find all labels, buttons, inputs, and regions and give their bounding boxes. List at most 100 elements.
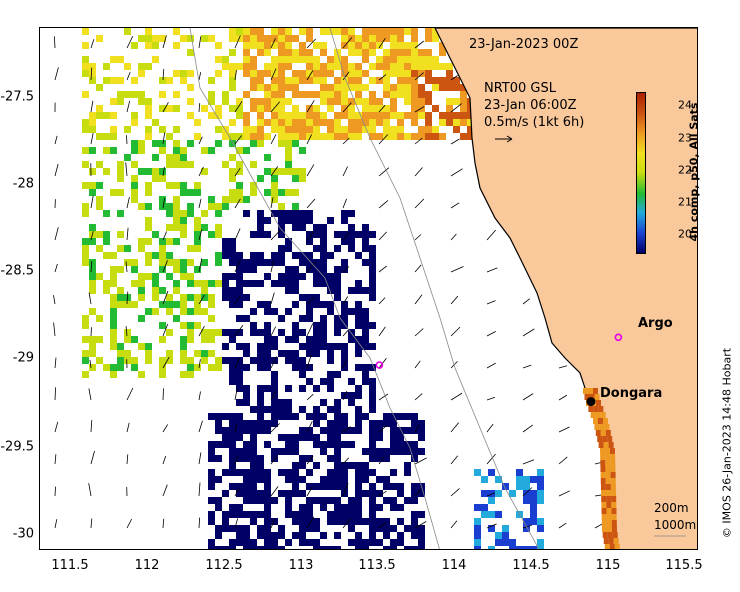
sst-pixel (292, 112, 299, 119)
sst-pixel (355, 112, 362, 119)
sst-pixel (166, 203, 173, 210)
sst-pixel (194, 182, 201, 189)
argo-float-marker[interactable] (614, 333, 623, 342)
sst-pixel (166, 252, 173, 259)
sst-pixel (306, 238, 313, 245)
current-vector (270, 68, 277, 81)
sst-pixel (271, 105, 278, 112)
sst-pixel (243, 126, 250, 133)
sst-pixel (236, 427, 243, 434)
sst-pixel (180, 336, 187, 343)
map-panel[interactable] (39, 27, 698, 550)
sst-pixel (334, 427, 341, 434)
sst-pixel (250, 490, 257, 497)
sst-pixel (404, 112, 411, 119)
sst-pixel (348, 42, 355, 49)
current-vector (450, 295, 459, 305)
sst-pixel (397, 441, 404, 448)
sst-pixel (390, 483, 397, 490)
sst-pixel (236, 469, 243, 476)
sst-pixel (103, 168, 110, 175)
sst-pixel (257, 84, 264, 91)
sst-pixel (166, 238, 173, 245)
current-vector (198, 294, 205, 305)
sst-pixel (285, 266, 292, 273)
sst-pixel (355, 469, 362, 476)
current-vector (126, 36, 134, 49)
sst-pixel (285, 189, 292, 196)
sst-pixel (411, 448, 418, 455)
sst-pixel (257, 301, 264, 308)
sst-pixel (285, 350, 292, 357)
sst-pixel (460, 112, 467, 119)
current-vector (378, 425, 387, 433)
sst-pixel (348, 336, 355, 343)
sst-pixel (327, 70, 334, 77)
sst-pixel (215, 476, 222, 483)
sst-pixel (131, 161, 138, 168)
current-vector (90, 67, 93, 81)
sst-pixel (418, 84, 425, 91)
sst-pixel (362, 35, 369, 42)
sst-pixel (194, 308, 201, 315)
sst-pixel (96, 133, 103, 140)
sst-pixel (159, 301, 166, 308)
sst-pixel (166, 133, 173, 140)
sst-pixel (264, 105, 271, 112)
sst-pixel (271, 28, 278, 35)
sst-pixel (334, 63, 341, 70)
sst-pixel (89, 168, 96, 175)
sst-pixel (96, 231, 103, 238)
sst-pixel (404, 448, 411, 455)
coastal-sst-pixel (600, 430, 606, 436)
sst-pixel (390, 427, 397, 434)
sst-pixel (278, 231, 285, 238)
sst-pixel (348, 133, 355, 140)
sst-pixel (376, 427, 383, 434)
sst-pixel (320, 427, 327, 434)
current-vector (234, 518, 239, 529)
current-vector (198, 326, 205, 337)
sst-pixel (348, 441, 355, 448)
sst-pixel (110, 126, 117, 133)
sst-pixel (397, 42, 404, 49)
sst-pixel (404, 84, 411, 91)
sst-pixel (278, 77, 285, 84)
sst-pixel (264, 406, 271, 413)
sst-pixel (250, 266, 257, 273)
current-vector (306, 100, 315, 113)
sst-pixel (138, 147, 145, 154)
sst-pixel (397, 133, 404, 140)
sst-pixel (446, 98, 453, 105)
sst-pixel (243, 42, 250, 49)
sst-pixel (369, 497, 376, 504)
sst-pixel (271, 378, 278, 385)
sst-pixel (376, 476, 383, 483)
sst-pixel (243, 294, 250, 301)
sst-pixel (327, 385, 334, 392)
sst-pixel (166, 154, 173, 161)
sst-pixel (306, 504, 313, 511)
sst-pixel (96, 182, 103, 189)
sst-pixel (180, 308, 187, 315)
sst-pixel (355, 490, 362, 497)
sst-pixel (348, 497, 355, 504)
sst-pixel (285, 399, 292, 406)
dongara-marker[interactable] (586, 397, 596, 407)
sst-pixel (383, 77, 390, 84)
current-vector (126, 387, 134, 401)
sst-pixel (495, 532, 502, 539)
coastal-sst-pixel (611, 514, 617, 520)
sst-pixel (474, 539, 481, 546)
sst-pixel (96, 112, 103, 119)
sst-pixel (229, 420, 236, 427)
current-vector (125, 326, 128, 337)
sst-pixel (481, 504, 488, 511)
sst-pixel (215, 56, 222, 63)
argo-float-marker-offshore[interactable] (375, 361, 384, 369)
sst-pixel (516, 476, 523, 483)
sst-pixel (327, 469, 334, 476)
sst-pixel (418, 427, 425, 434)
x-tick-label: 113.5 (358, 558, 396, 573)
sst-pixel (292, 140, 299, 147)
